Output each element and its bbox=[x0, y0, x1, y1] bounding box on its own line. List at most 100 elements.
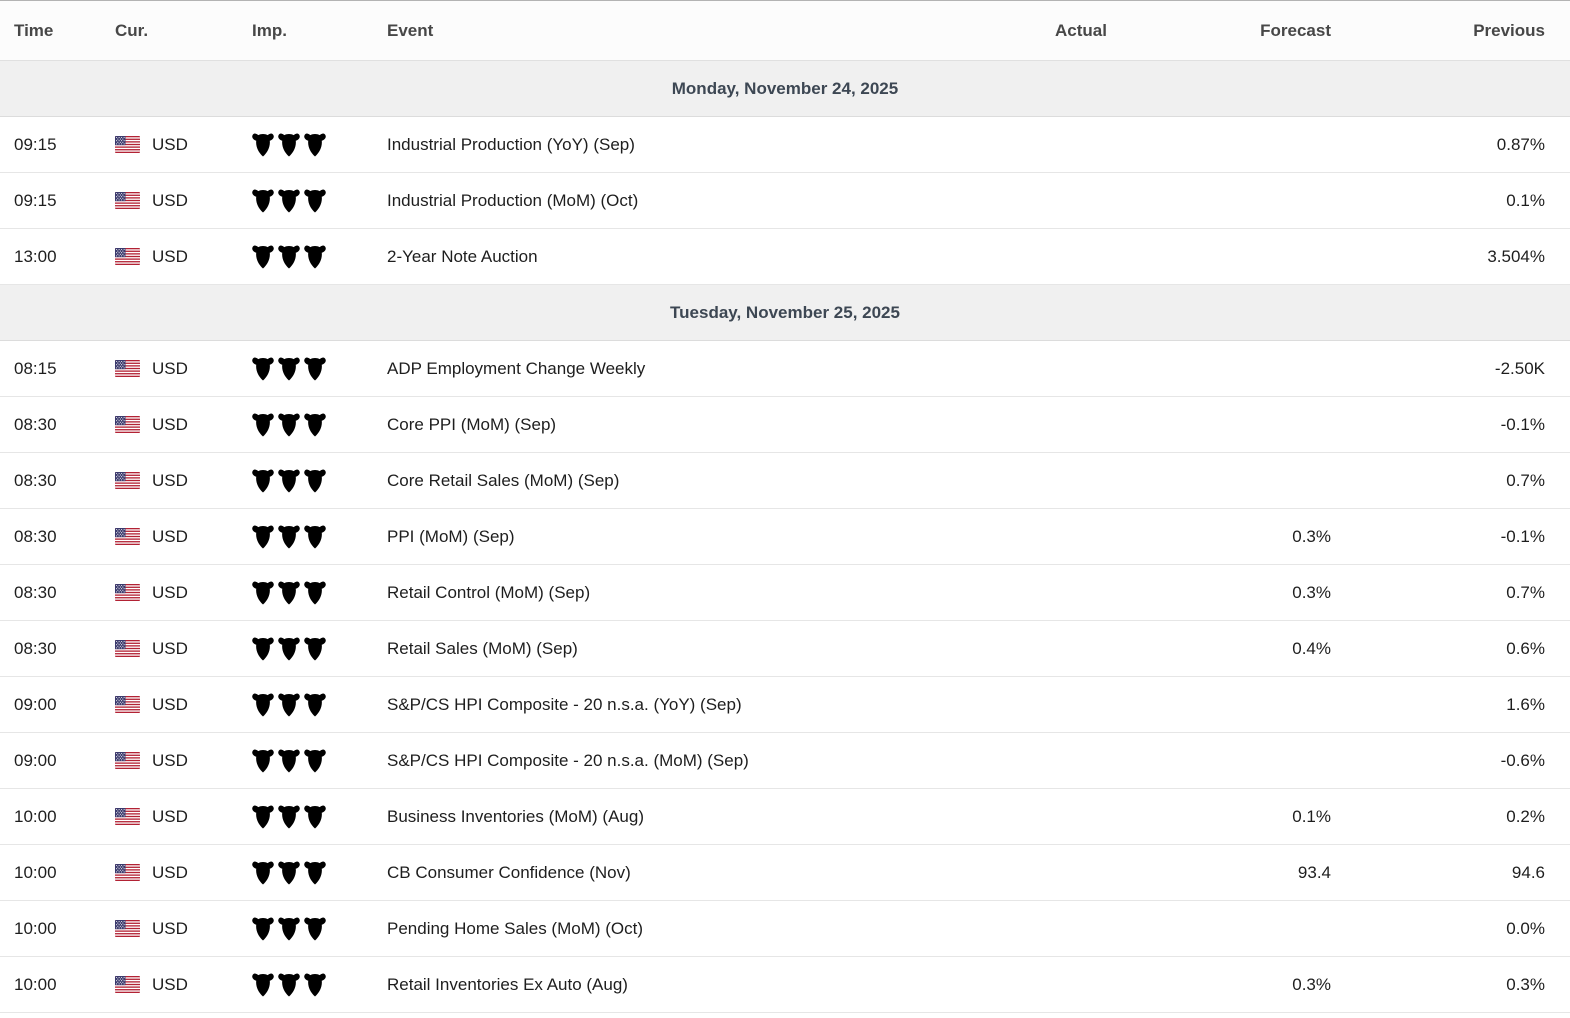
column-header-time: Time bbox=[14, 20, 54, 40]
us-flag-icon bbox=[115, 976, 140, 993]
previous-cell: -0.1% bbox=[1500, 526, 1545, 546]
event-row[interactable]: 13:00 USD 2-Year Note Auction 3.504% bbox=[0, 229, 1570, 285]
bull-icon bbox=[304, 581, 326, 605]
event-label[interactable]: CB Consumer Confidence (Nov) bbox=[387, 862, 631, 882]
event-row[interactable]: 08:30 USD Core Retail Sales (MoM) (Sep) … bbox=[0, 453, 1570, 509]
currency-label: USD bbox=[152, 526, 188, 546]
previous-cell: 3.504% bbox=[1487, 246, 1545, 266]
time-cell: 10:00 bbox=[14, 918, 57, 938]
importance-cell bbox=[238, 637, 373, 661]
time-cell: 08:30 bbox=[14, 638, 57, 658]
importance-cell bbox=[238, 581, 373, 605]
bull-icon bbox=[252, 133, 274, 157]
event-label[interactable]: Industrial Production (MoM) (Oct) bbox=[387, 190, 639, 210]
event-label[interactable]: Business Inventories (MoM) (Aug) bbox=[387, 806, 644, 826]
currency-cell: USD bbox=[101, 975, 238, 995]
event-label[interactable]: Retail Sales (MoM) (Sep) bbox=[387, 638, 578, 658]
time-cell: 10:00 bbox=[14, 974, 57, 994]
forecast-cell: 0.1% bbox=[1292, 806, 1331, 826]
bull-icon bbox=[252, 245, 274, 269]
currency-cell: USD bbox=[101, 695, 238, 715]
bull-icon bbox=[278, 245, 300, 269]
column-header-forecast: Forecast bbox=[1260, 20, 1331, 40]
event-label[interactable]: Industrial Production (YoY) (Sep) bbox=[387, 134, 635, 154]
event-row[interactable]: 10:00 USD Business Inventories (MoM) (Au… bbox=[0, 789, 1570, 845]
date-header-row: Tuesday, November 25, 2025 bbox=[0, 285, 1570, 341]
currency-label: USD bbox=[152, 134, 188, 154]
time-cell: 10:00 bbox=[14, 862, 57, 882]
event-row[interactable]: 09:15 USD Industrial Production (YoY) (S… bbox=[0, 117, 1570, 173]
event-row[interactable]: 08:30 USD Retail Sales (MoM) (Sep) 0.4% … bbox=[0, 621, 1570, 677]
event-row[interactable]: 09:15 USD Industrial Production (MoM) (O… bbox=[0, 173, 1570, 229]
event-row[interactable]: 10:00 USD Pending Home Sales (MoM) (Oct)… bbox=[0, 901, 1570, 957]
time-cell: 13:00 bbox=[14, 246, 57, 266]
bull-icon bbox=[304, 245, 326, 269]
importance-cell bbox=[238, 749, 373, 773]
event-label[interactable]: Pending Home Sales (MoM) (Oct) bbox=[387, 918, 644, 938]
event-label[interactable]: Retail Inventories Ex Auto (Aug) bbox=[387, 974, 628, 994]
event-label[interactable]: S&P/CS HPI Composite - 20 n.s.a. (YoY) (… bbox=[387, 694, 742, 714]
event-label[interactable]: 2-Year Note Auction bbox=[387, 246, 538, 266]
bull-icon bbox=[304, 357, 326, 381]
us-flag-icon bbox=[115, 192, 140, 209]
currency-label: USD bbox=[152, 694, 188, 714]
bull-icon bbox=[304, 189, 326, 213]
currency-label: USD bbox=[152, 806, 188, 826]
previous-cell: 0.0% bbox=[1506, 918, 1545, 938]
event-row[interactable]: 08:30 USD PPI (MoM) (Sep) 0.3% -0.1% bbox=[0, 509, 1570, 565]
bull-icon bbox=[278, 189, 300, 213]
event-row[interactable]: 09:00 USD S&P/CS HPI Composite - 20 n.s.… bbox=[0, 677, 1570, 733]
event-row[interactable]: 08:30 USD Core PPI (MoM) (Sep) -0.1% bbox=[0, 397, 1570, 453]
time-cell: 08:30 bbox=[14, 526, 57, 546]
event-row[interactable]: 09:00 USD S&P/CS HPI Composite - 20 n.s.… bbox=[0, 733, 1570, 789]
previous-cell: 0.1% bbox=[1506, 190, 1545, 210]
previous-cell: 0.3% bbox=[1506, 974, 1545, 994]
us-flag-icon bbox=[115, 752, 140, 769]
event-row[interactable]: 10:00 USD CB Consumer Confidence (Nov) 9… bbox=[0, 845, 1570, 901]
previous-cell: 1.6% bbox=[1506, 694, 1545, 714]
bull-icon bbox=[252, 637, 274, 661]
us-flag-icon bbox=[115, 528, 140, 545]
importance-cell bbox=[238, 861, 373, 885]
us-flag-icon bbox=[115, 248, 140, 265]
event-label[interactable]: Core Retail Sales (MoM) (Sep) bbox=[387, 470, 620, 490]
date-row-label: Monday, November 24, 2025 bbox=[671, 78, 899, 98]
time-cell: 09:00 bbox=[14, 694, 57, 714]
bull-icon bbox=[252, 861, 274, 885]
event-label[interactable]: S&P/CS HPI Composite - 20 n.s.a. (MoM) (… bbox=[387, 750, 749, 770]
event-row[interactable]: 08:30 USD Retail Control (MoM) (Sep) 0.3… bbox=[0, 565, 1570, 621]
currency-label: USD bbox=[152, 358, 188, 378]
bull-icon bbox=[278, 525, 300, 549]
us-flag-icon bbox=[115, 864, 140, 881]
bull-icon bbox=[278, 133, 300, 157]
event-row[interactable]: 08:15 USD ADP Employment Change Weekly -… bbox=[0, 341, 1570, 397]
currency-label: USD bbox=[152, 974, 188, 994]
time-cell: 09:00 bbox=[14, 750, 57, 770]
previous-cell: -0.1% bbox=[1500, 414, 1545, 434]
us-flag-icon bbox=[115, 808, 140, 825]
currency-cell: USD bbox=[101, 583, 238, 603]
us-flag-icon bbox=[115, 136, 140, 153]
currency-label: USD bbox=[152, 862, 188, 882]
bull-icon bbox=[304, 637, 326, 661]
event-label[interactable]: PPI (MoM) (Sep) bbox=[387, 526, 515, 546]
currency-cell: USD bbox=[101, 807, 238, 827]
event-row[interactable]: 10:00 USD Retail Inventories Ex Auto (Au… bbox=[0, 957, 1570, 1013]
bull-icon bbox=[278, 973, 300, 997]
currency-cell: USD bbox=[101, 359, 238, 379]
currency-label: USD bbox=[152, 190, 188, 210]
bull-icon bbox=[252, 413, 274, 437]
previous-cell: -0.6% bbox=[1500, 750, 1545, 770]
table-body: Monday, November 24, 2025 09:15 USD Indu… bbox=[0, 61, 1570, 1013]
event-label[interactable]: ADP Employment Change Weekly bbox=[387, 358, 646, 378]
currency-label: USD bbox=[152, 470, 188, 490]
previous-cell: 0.7% bbox=[1506, 470, 1545, 490]
currency-cell: USD bbox=[101, 919, 238, 939]
column-header-currency: Cur. bbox=[115, 20, 149, 40]
importance-cell bbox=[238, 245, 373, 269]
event-label[interactable]: Core PPI (MoM) (Sep) bbox=[387, 414, 557, 434]
currency-cell: USD bbox=[101, 639, 238, 659]
currency-cell: USD bbox=[101, 191, 238, 211]
importance-cell bbox=[238, 693, 373, 717]
event-label[interactable]: Retail Control (MoM) (Sep) bbox=[387, 582, 591, 602]
